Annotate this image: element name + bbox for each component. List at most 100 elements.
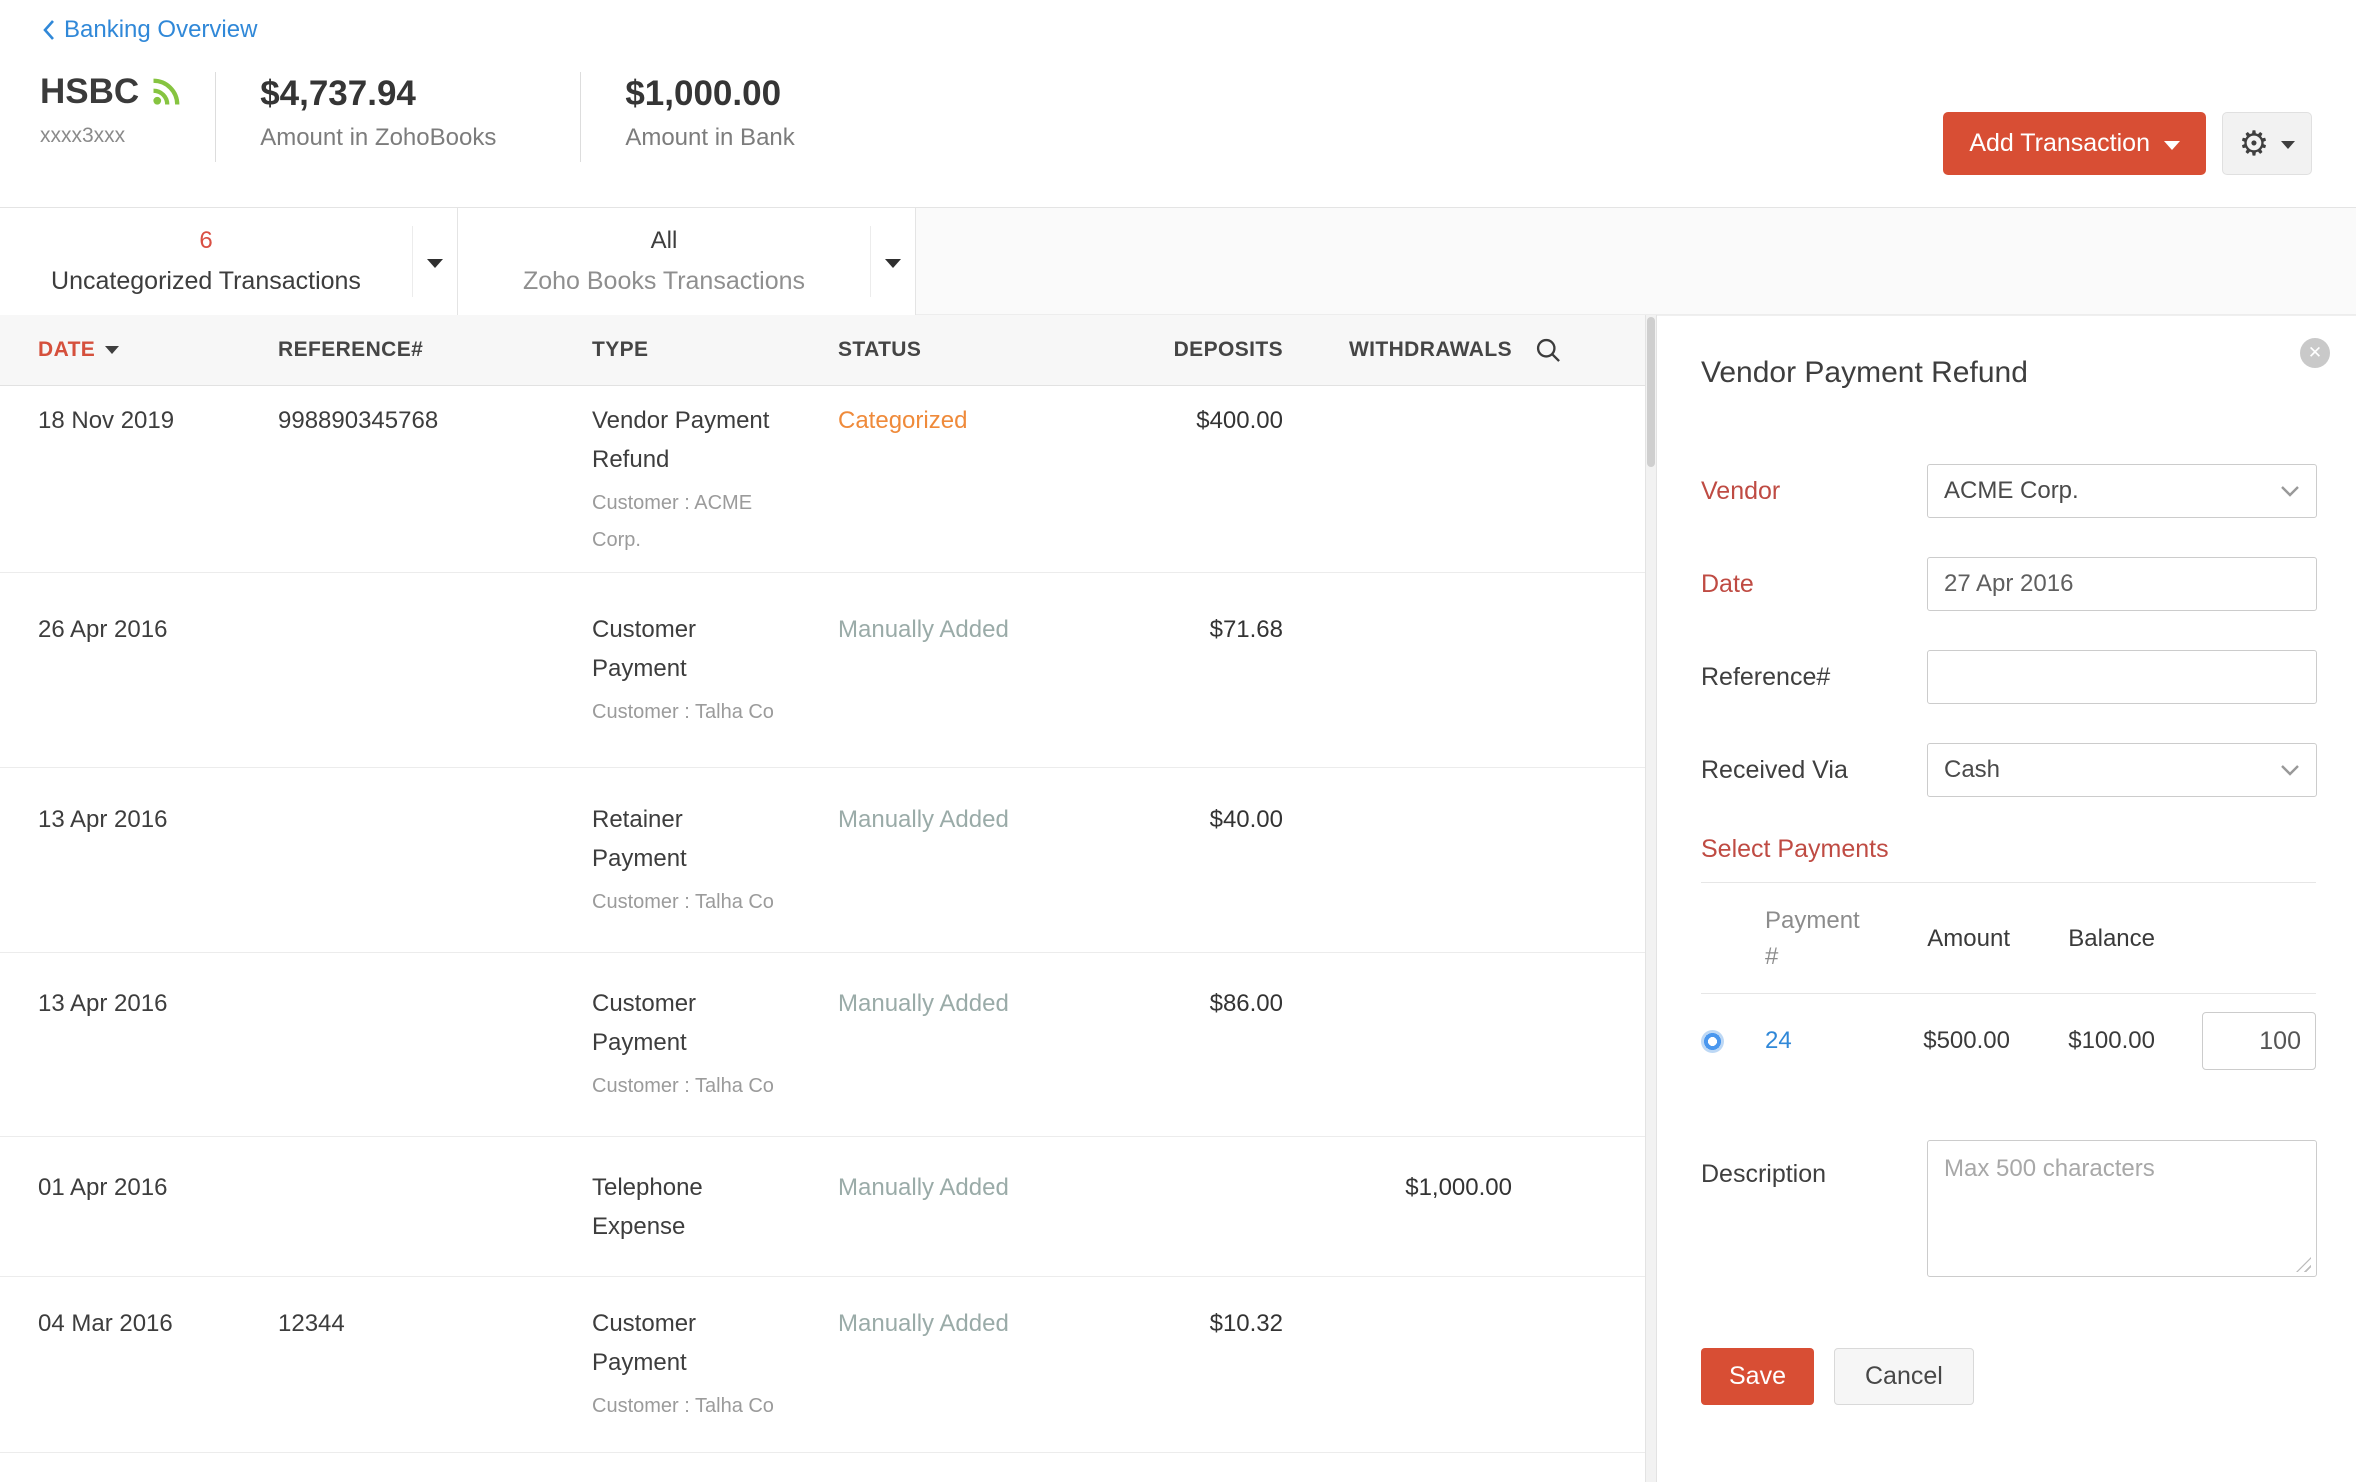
search-button[interactable]	[1534, 336, 1645, 364]
received-via-value: Cash	[1944, 756, 2001, 783]
date-label: Date	[1701, 569, 1754, 598]
caret-down-icon	[2164, 140, 2180, 150]
cancel-button[interactable]: Cancel	[1833, 1348, 1974, 1405]
payment-row: 24 $500.00 $100.00	[1701, 994, 2316, 1088]
reference-label: Reference#	[1701, 662, 1831, 691]
search-icon	[1536, 338, 1560, 362]
transaction-deposit: $10.32	[1209, 1310, 1283, 1337]
reference-field[interactable]	[1927, 650, 2317, 704]
transaction-date: 26 Apr 2016	[38, 615, 168, 643]
transaction-withdrawal: $1,000.00	[1405, 1173, 1512, 1201]
transaction-date: 13 Apr 2016	[38, 990, 168, 1017]
transaction-deposit: $40.00	[1209, 805, 1283, 833]
transaction-customer: Customer : Talha Co	[592, 700, 774, 723]
transaction-row[interactable]: 18 Nov 2019 998890345768 Vendor Payment …	[0, 387, 1645, 573]
transaction-type: Customer Payment	[592, 615, 697, 682]
bank-amount-label: Amount in Bank	[625, 124, 795, 151]
transaction-deposit: $400.00	[1196, 406, 1283, 434]
date-field[interactable]	[1927, 557, 2317, 611]
transaction-reference: 998890345768	[278, 406, 439, 434]
vendor-value: ACME Corp.	[1944, 477, 2079, 504]
chevron-down-icon	[2281, 486, 2299, 497]
payment-number-link[interactable]: 24	[1765, 1027, 1792, 1054]
close-icon[interactable]: ✕	[2300, 338, 2330, 368]
received-via-label: Received Via	[1701, 755, 1848, 784]
tab-zoho-books-transactions[interactable]: All Zoho Books Transactions	[458, 208, 916, 315]
column-header-deposits: DEPOSITS	[1173, 338, 1283, 361]
chevron-left-icon	[43, 20, 54, 40]
transaction-row[interactable]: 13 Apr 2016 Customer Payment Customer : …	[0, 953, 1645, 1137]
transaction-row[interactable]: 13 Apr 2016 Retainer Payment Customer : …	[0, 768, 1645, 953]
transaction-date: 18 Nov 2019	[38, 406, 175, 434]
transaction-customer: Customer : ACME Corp.	[592, 491, 753, 551]
transaction-status: Categorized	[838, 406, 968, 434]
column-header-status: STATUS	[838, 338, 922, 361]
transaction-row[interactable]: 04 Mar 2016 12344 Customer Payment Custo…	[0, 1277, 1645, 1453]
tab-uncategorized-dropdown[interactable]	[412, 226, 457, 297]
payment-radio[interactable]	[1701, 1030, 1724, 1054]
vendor-payment-refund-panel: ✕ Vendor Payment Refund Vendor ACME Corp…	[1657, 315, 2356, 1482]
transaction-status: Manually Added	[838, 1173, 1009, 1201]
description-textarea[interactable]	[1927, 1140, 2317, 1277]
transaction-reference: 12344	[278, 1310, 345, 1337]
payment-amount: $500.00	[1923, 1027, 2010, 1054]
column-header-withdrawals: WITHDRAWALS	[1348, 338, 1512, 361]
chevron-down-icon	[2281, 765, 2299, 776]
column-header-date-sort[interactable]: DATE	[38, 338, 278, 362]
refund-amount-input[interactable]	[2202, 1012, 2316, 1070]
tabstrip-filler	[916, 208, 2356, 315]
transaction-row[interactable]: 01 Apr 2016 Telephone Expense Manually A…	[0, 1137, 1645, 1277]
transaction-date: 13 Apr 2016	[38, 805, 168, 833]
transaction-deposit: $86.00	[1209, 990, 1283, 1017]
sort-descending-icon	[105, 346, 120, 354]
transaction-type: Vendor Payment Refund	[592, 406, 770, 473]
tab-zoho-books-label: Zoho Books Transactions	[522, 267, 806, 295]
transaction-status: Manually Added	[838, 1310, 1009, 1337]
view-tabs: 6 Uncategorized Transactions All Zoho Bo…	[0, 207, 2356, 315]
account-block: HSBC xxxx3xxx	[40, 72, 215, 162]
transaction-date: 01 Apr 2016	[38, 1173, 168, 1201]
column-header-reference: REFERENCE#	[278, 338, 424, 361]
settings-button[interactable]: ⚙	[2222, 112, 2312, 175]
select-payments-heading: Select Payments	[1701, 835, 2316, 883]
amount-in-zohobooks: $4,737.94 Amount in ZohoBooks	[215, 72, 580, 162]
add-transaction-label: Add Transaction	[1969, 129, 2150, 157]
transaction-row[interactable]: 26 Apr 2016 Customer Payment Customer : …	[0, 573, 1645, 768]
account-masked-number: xxxx3xxx	[40, 124, 126, 147]
received-via-select[interactable]: Cash	[1927, 743, 2317, 797]
payment-balance: $100.00	[2068, 1027, 2155, 1054]
tab-uncategorized-transactions[interactable]: 6 Uncategorized Transactions	[0, 208, 458, 315]
caret-down-icon	[2281, 141, 2296, 149]
tab-zoho-books-dropdown[interactable]	[870, 226, 915, 297]
transaction-customer: Customer : Talha Co	[592, 1075, 774, 1097]
zoho-books-filter-value: All	[650, 227, 678, 254]
scrollbar-thumb[interactable]	[1647, 317, 1655, 467]
breadcrumb-back-link[interactable]: Banking Overview	[42, 16, 257, 44]
account-name: HSBC	[40, 72, 140, 111]
transaction-status: Manually Added	[838, 805, 1009, 833]
vendor-select[interactable]: ACME Corp.	[1927, 464, 2317, 518]
add-transaction-button[interactable]: Add Transaction	[1943, 112, 2206, 175]
amount-in-bank: $1,000.00 Amount in Bank	[580, 72, 795, 162]
payment-balance-header: Balance	[2068, 925, 2155, 952]
transaction-type: Customer Payment	[592, 1310, 697, 1376]
account-summary: HSBC xxxx3xxx $4,737.94 Amount in ZohoBo…	[40, 72, 795, 162]
transaction-customer: Customer : Talha Co	[592, 890, 774, 913]
zohobooks-amount-value: $4,737.94	[260, 74, 416, 113]
save-button[interactable]: Save	[1701, 1348, 1814, 1405]
payments-table-body: 24 $500.00 $100.00	[1701, 994, 2316, 1088]
bank-amount-value: $1,000.00	[625, 74, 782, 113]
uncategorized-count: 6	[199, 227, 213, 254]
transaction-deposit: $71.68	[1209, 615, 1283, 643]
tab-uncategorized-label: Uncategorized Transactions	[51, 267, 361, 295]
list-scrollbar[interactable]	[1645, 315, 1657, 1482]
vendor-label: Vendor	[1701, 476, 1781, 505]
date-header-label: DATE	[38, 338, 96, 361]
transactions-table-header: DATE REFERENCE# TYPE STATUS DEPOSITS WIT…	[0, 315, 1645, 386]
payment-number-header: Payment #	[1765, 907, 1860, 970]
toolbar-actions: Add Transaction ⚙	[1943, 112, 2312, 175]
description-label: Description	[1701, 1160, 1827, 1188]
gear-icon: ⚙	[2238, 123, 2270, 164]
feed-icon	[153, 78, 180, 105]
